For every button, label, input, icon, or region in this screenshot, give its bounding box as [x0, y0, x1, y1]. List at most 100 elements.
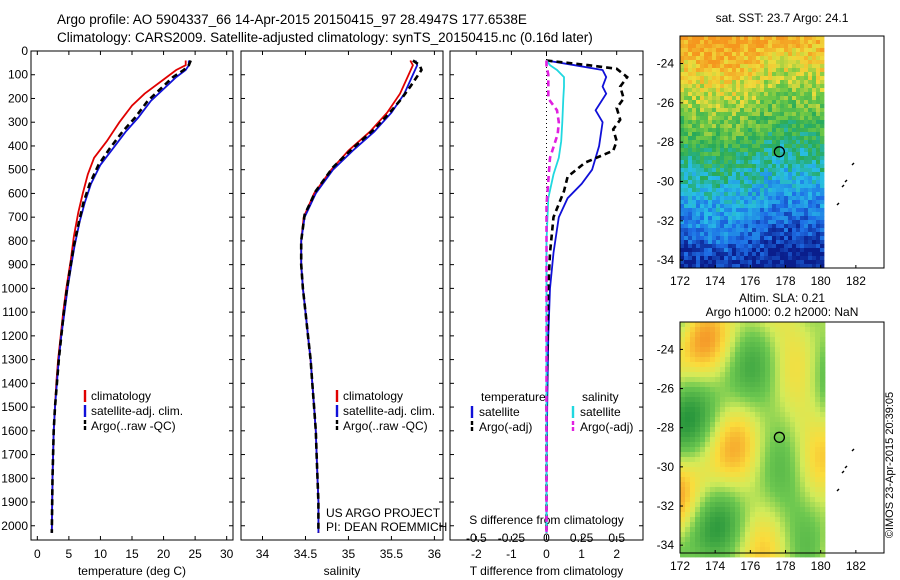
- map-cell: [808, 36, 813, 41]
- map-cell: [704, 228, 709, 233]
- map-cell: [724, 76, 729, 81]
- map-cell: [750, 332, 756, 338]
- map-cell: [800, 192, 805, 197]
- map-cell: [690, 452, 696, 458]
- map-cell: [800, 112, 805, 117]
- map-cell: [720, 168, 725, 173]
- map-cell: [732, 100, 737, 105]
- map-cell: [680, 48, 685, 53]
- map-cell: [690, 522, 696, 528]
- y-tick-label: 1000: [1, 281, 28, 295]
- map-cell: [735, 502, 741, 508]
- map-cell: [724, 220, 729, 225]
- map-cell: [720, 437, 726, 443]
- map-cell: [784, 224, 789, 229]
- map-cell: [776, 232, 781, 237]
- map-cell: [680, 128, 685, 133]
- map-cell: [820, 412, 826, 418]
- map-cell: [764, 60, 769, 65]
- map-cell: [740, 88, 745, 93]
- map-cell: [685, 452, 691, 458]
- map-cell: [690, 387, 696, 393]
- map-cell: [740, 412, 746, 418]
- map-cell: [764, 128, 769, 133]
- map-cell: [772, 236, 777, 241]
- map-cell: [710, 517, 716, 523]
- map-cell: [768, 224, 773, 229]
- map-cell: [735, 472, 741, 478]
- map-y-tick-label: -32: [657, 499, 675, 513]
- map-cell: [792, 168, 797, 173]
- map-cell: [788, 176, 793, 181]
- map-cell: [788, 216, 793, 221]
- map-cell: [804, 196, 809, 201]
- map-cell: [715, 407, 721, 413]
- map-cell: [816, 132, 821, 137]
- map-cell: [700, 140, 705, 145]
- map-cell: [720, 547, 726, 553]
- map-cell: [775, 427, 781, 433]
- map-cell: [750, 527, 756, 533]
- map-cell: [760, 467, 766, 473]
- map-cell: [800, 352, 806, 358]
- map-cell: [740, 457, 746, 463]
- map-cell: [755, 522, 761, 528]
- map-cell: [800, 156, 805, 161]
- map-cell: [725, 407, 731, 413]
- map-cell: [808, 256, 813, 261]
- map-cell: [716, 44, 721, 49]
- map-cell: [684, 84, 689, 89]
- map-cell: [728, 100, 733, 105]
- map-cell: [688, 56, 693, 61]
- map-cell: [812, 248, 817, 253]
- map-cell: [716, 116, 721, 121]
- map-cell: [788, 116, 793, 121]
- map-cell: [820, 44, 825, 49]
- map-cell: [695, 532, 701, 538]
- map-cell: [716, 52, 721, 57]
- map-cell: [744, 128, 749, 133]
- map-cell: [740, 84, 745, 89]
- map-cell: [745, 367, 751, 373]
- map-cell: [684, 184, 689, 189]
- map-cell: [770, 512, 776, 518]
- map-cell: [720, 244, 725, 249]
- map-cell: [745, 422, 751, 428]
- map-cell: [740, 332, 746, 338]
- map-cell: [812, 132, 817, 137]
- map-cell: [770, 352, 776, 358]
- map-cell: [724, 92, 729, 97]
- map-cell: [690, 342, 696, 348]
- map-cell: [740, 542, 746, 548]
- map-cell: [760, 152, 765, 157]
- map-cell: [792, 156, 797, 161]
- map-cell: [756, 252, 761, 257]
- map-cell: [756, 80, 761, 85]
- map-cell: [684, 260, 689, 265]
- map-cell: [740, 372, 746, 378]
- map-cell: [748, 152, 753, 157]
- map-cell: [820, 507, 826, 513]
- map-cell: [716, 176, 721, 181]
- map-cell: [808, 220, 813, 225]
- map-cell: [795, 552, 801, 558]
- map-cell: [812, 128, 817, 133]
- map-cell: [710, 492, 716, 498]
- map-cell: [765, 527, 771, 533]
- map-cell: [760, 184, 765, 189]
- map-cell: [708, 252, 713, 257]
- map-cell: [740, 76, 745, 81]
- map-cell: [736, 192, 741, 197]
- map-cell: [760, 112, 765, 117]
- map-cell: [736, 76, 741, 81]
- map-cell: [688, 40, 693, 45]
- map-cell: [680, 492, 686, 498]
- map-cell: [724, 192, 729, 197]
- map-cell: [815, 447, 821, 453]
- map-cell: [772, 164, 777, 169]
- map-cell: [808, 136, 813, 141]
- map-cell: [804, 200, 809, 205]
- map-cell: [768, 92, 773, 97]
- x-tick-label-secondary: 0: [543, 531, 550, 545]
- map-cell: [765, 352, 771, 358]
